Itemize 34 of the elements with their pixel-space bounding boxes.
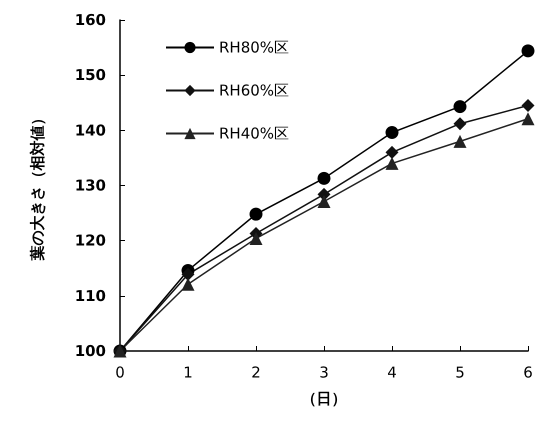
point (522, 44, 534, 58)
y-tick-label: 130 (74, 176, 106, 194)
point (522, 99, 534, 112)
legend-label: RH80%区 (219, 38, 290, 56)
point (318, 195, 330, 208)
x-tick-label: 6 (523, 364, 533, 382)
point (454, 100, 466, 114)
point (454, 117, 466, 130)
y-tick-label: 150 (74, 66, 106, 84)
x-axis-title: （日） (302, 390, 346, 408)
point (182, 268, 194, 281)
point (522, 112, 534, 126)
x-tick-label: 4 (387, 364, 397, 382)
x-tick-label: 0 (115, 364, 125, 382)
y-tick-label: 120 (74, 232, 106, 250)
x-tick-label: 3 (319, 364, 329, 382)
x-tick-label: 5 (455, 364, 465, 382)
y-axis-title: 葉の大きさ（相対値） (28, 110, 46, 262)
legend-label: RH60%区 (219, 82, 290, 100)
point (250, 232, 262, 245)
point (182, 278, 194, 291)
x-tick-label: 2 (251, 364, 261, 382)
y-tick-label: 160 (74, 11, 106, 29)
point (386, 126, 398, 140)
y-tick-label: 140 (74, 121, 106, 140)
y-tick-label: 100 (74, 342, 106, 360)
y-tick-label: 110 (74, 286, 106, 305)
point (454, 134, 466, 148)
point (318, 172, 330, 185)
point (386, 146, 398, 159)
legend-label: RH40%区 (219, 124, 290, 142)
point (386, 156, 398, 170)
x-tick-label: 1 (183, 364, 193, 382)
point (250, 208, 262, 221)
